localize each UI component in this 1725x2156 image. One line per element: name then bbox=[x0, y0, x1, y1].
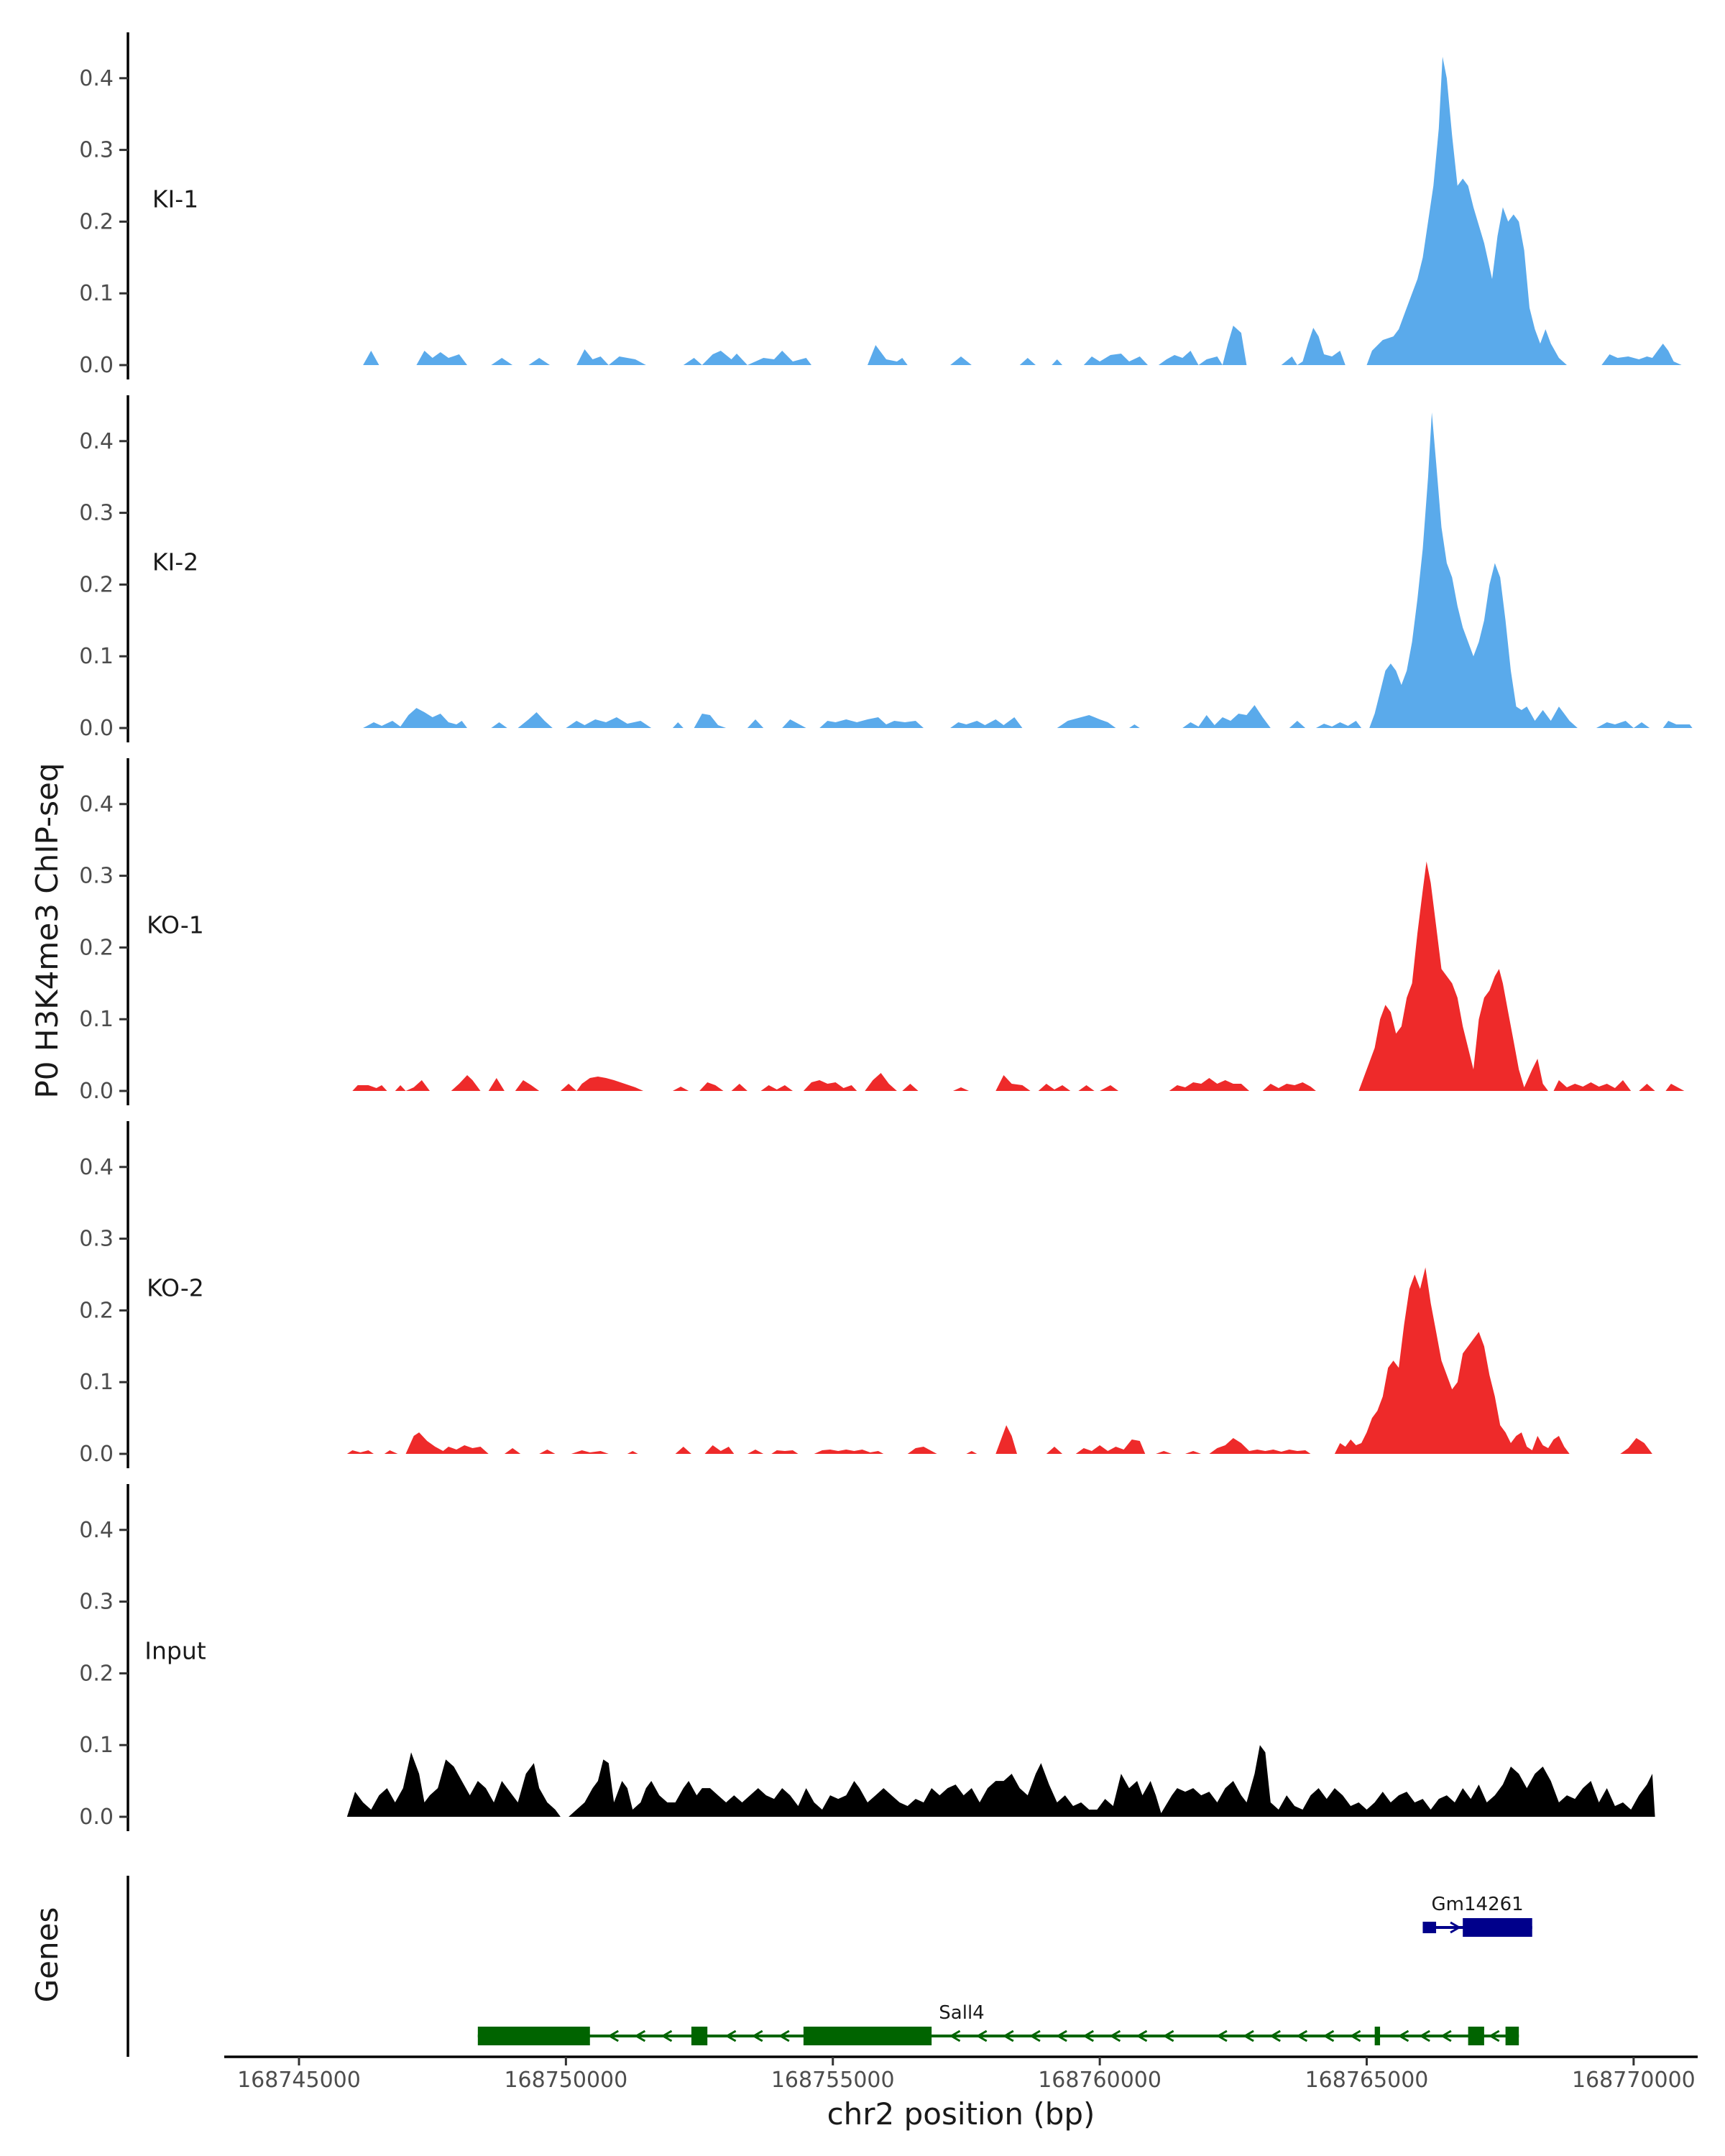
track-label: KO-2 bbox=[147, 1273, 204, 1302]
strand-arrow bbox=[1269, 2030, 1281, 2042]
strand-arrow bbox=[1440, 2030, 1452, 2042]
strand-arrow bbox=[1419, 2030, 1430, 2042]
track-label: KI-2 bbox=[152, 548, 198, 576]
y-axis-title: P0 H3K4me3 ChIP-seq bbox=[29, 763, 65, 1098]
y-tick-label: 0.2 bbox=[79, 572, 114, 597]
strand-arrow bbox=[661, 2030, 673, 2042]
strand-arrow bbox=[1136, 2030, 1148, 2042]
strand-arrow bbox=[949, 2030, 961, 2042]
track-input: 0.0 0.1 0.2 0.3 0.4 Input bbox=[79, 1484, 1655, 1831]
gene-exon bbox=[1374, 2027, 1381, 2045]
x-tick-label: 168755000 bbox=[771, 2068, 895, 2093]
x-tick-label: 168750000 bbox=[504, 2068, 627, 2093]
x-tick-label: 168770000 bbox=[1572, 2068, 1696, 2093]
genes-axis-title: Genes bbox=[29, 1907, 65, 2003]
y-tick-label: 0.0 bbox=[79, 1079, 114, 1104]
signal-area bbox=[352, 861, 1685, 1091]
y-tick-label: 0.1 bbox=[79, 644, 114, 669]
y-tick-label: 0.0 bbox=[79, 716, 114, 741]
strand-arrow bbox=[1215, 2030, 1228, 2042]
gene-name-label: Sall4 bbox=[939, 2002, 984, 2024]
y-tick-label: 0.0 bbox=[79, 1805, 114, 1830]
y-tick-label: 0.4 bbox=[79, 429, 114, 454]
strand-arrow bbox=[1296, 2030, 1308, 2042]
y-tick-label: 0.2 bbox=[79, 1298, 114, 1323]
strand-arrow bbox=[975, 2030, 988, 2042]
track-ki-2: 0.0 0.1 0.2 0.3 0.4 KI-2 bbox=[79, 395, 1693, 742]
strand-arrow bbox=[1029, 2030, 1041, 2042]
strand-arrow bbox=[607, 2030, 619, 2042]
gene-exon bbox=[691, 2027, 708, 2045]
gene-gm14261: Gm14261 bbox=[1422, 1894, 1532, 1937]
strand-arrow bbox=[1056, 2030, 1067, 2042]
gene-exon bbox=[1463, 1918, 1532, 1937]
gene-exon bbox=[477, 2027, 590, 2045]
y-tick-label: 0.4 bbox=[79, 66, 114, 91]
strand-arrow bbox=[1162, 2030, 1174, 2042]
strand-arrow bbox=[1450, 1921, 1462, 1934]
strand-arrow bbox=[1082, 2030, 1095, 2042]
y-tick-label: 0.2 bbox=[79, 1661, 114, 1686]
gene-exon bbox=[803, 2027, 932, 2045]
strand-arrow bbox=[1397, 2030, 1409, 2042]
strand-arrow bbox=[1322, 2030, 1335, 2042]
y-tick-label: 0.2 bbox=[79, 935, 114, 960]
x-tick-label: 168765000 bbox=[1305, 2068, 1429, 2093]
genes-group: Gm14261 Sall4 bbox=[126, 1876, 1532, 2057]
track-ki-1: 0.0 0.1 0.2 0.3 0.4 KI-1 bbox=[79, 32, 1682, 379]
gene-name-label: Gm14261 bbox=[1432, 1894, 1524, 1915]
signal-area bbox=[346, 1267, 1652, 1454]
strand-arrow bbox=[1488, 2030, 1500, 2042]
y-tick-label: 0.4 bbox=[79, 1518, 114, 1543]
gene-exon bbox=[1468, 2027, 1484, 2045]
y-tick-label: 0.0 bbox=[79, 1442, 114, 1467]
y-tick-label: 0.3 bbox=[79, 138, 114, 163]
y-tick-label: 0.0 bbox=[79, 353, 114, 378]
track-ko-2: 0.0 0.1 0.2 0.3 0.4 KO-2 bbox=[79, 1121, 1652, 1468]
strand-arrow bbox=[778, 2030, 790, 2042]
strand-arrow bbox=[1109, 2030, 1121, 2042]
gene-exon bbox=[1505, 2027, 1519, 2045]
strand-arrow bbox=[1002, 2030, 1014, 2042]
y-tick-label: 0.1 bbox=[79, 281, 114, 306]
strand-arrow bbox=[1243, 2030, 1254, 2042]
strand-arrow bbox=[1349, 2030, 1361, 2042]
y-tick-label: 0.1 bbox=[79, 1007, 114, 1032]
track-label: KI-1 bbox=[152, 185, 198, 213]
gene-sall4: Sall4 bbox=[477, 2002, 1519, 2045]
gene-exon bbox=[1422, 1922, 1437, 1933]
y-tick-label: 0.3 bbox=[79, 864, 114, 889]
y-tick-label: 0.1 bbox=[79, 1370, 114, 1395]
track-label: KO-1 bbox=[147, 911, 204, 939]
y-tick-label: 0.4 bbox=[79, 1155, 114, 1180]
x-axis: 168745000 168750000 168755000 168760000 1687… bbox=[224, 2055, 1698, 2093]
x-axis-title: chr2 position (bp) bbox=[827, 2096, 1095, 2132]
track-ko-1: 0.0 0.1 0.2 0.3 0.4 KO-1 bbox=[79, 758, 1685, 1105]
y-tick-label: 0.3 bbox=[79, 501, 114, 526]
strand-arrow bbox=[634, 2030, 646, 2042]
track-label: Input bbox=[144, 1636, 206, 1664]
y-tick-label: 0.3 bbox=[79, 1590, 114, 1615]
x-tick-label: 168760000 bbox=[1038, 2068, 1162, 2093]
y-tick-label: 0.2 bbox=[79, 209, 114, 234]
tracks-group: 0.00.10.20.30.4KI-10.00.10.20.30.4KI-20.… bbox=[79, 32, 1693, 1831]
signal-area bbox=[346, 1745, 1655, 1817]
strand-arrow bbox=[724, 2030, 737, 2042]
y-tick-label: 0.3 bbox=[79, 1227, 114, 1252]
x-tick-label: 168745000 bbox=[237, 2068, 361, 2093]
signal-area bbox=[363, 56, 1682, 366]
y-tick-label: 0.4 bbox=[79, 792, 114, 817]
signal-area bbox=[363, 412, 1693, 728]
strand-arrow bbox=[751, 2030, 763, 2042]
y-tick-label: 0.1 bbox=[79, 1733, 114, 1758]
